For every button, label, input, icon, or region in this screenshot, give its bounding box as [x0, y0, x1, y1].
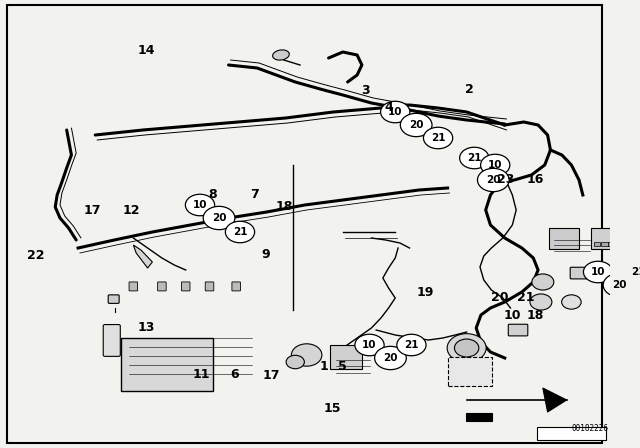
Ellipse shape: [273, 50, 289, 60]
Text: 20: 20: [409, 120, 424, 130]
Circle shape: [562, 295, 581, 309]
FancyBboxPatch shape: [466, 413, 492, 421]
Text: 18: 18: [527, 309, 544, 323]
FancyBboxPatch shape: [157, 282, 166, 291]
Text: 15: 15: [323, 402, 341, 415]
Circle shape: [454, 339, 479, 357]
FancyBboxPatch shape: [108, 295, 119, 303]
Text: 20: 20: [612, 280, 627, 290]
Text: 10: 10: [591, 267, 605, 277]
Text: 10: 10: [488, 160, 502, 170]
Polygon shape: [543, 388, 566, 412]
Text: 21: 21: [516, 291, 534, 305]
Text: 17: 17: [84, 204, 101, 217]
Text: 7: 7: [250, 188, 259, 202]
Text: 10: 10: [362, 340, 377, 350]
Text: 21: 21: [233, 227, 247, 237]
FancyBboxPatch shape: [129, 282, 138, 291]
Text: 23: 23: [497, 172, 515, 186]
Text: 20: 20: [212, 213, 227, 223]
Circle shape: [481, 154, 510, 176]
Circle shape: [477, 168, 509, 192]
FancyBboxPatch shape: [182, 282, 190, 291]
FancyBboxPatch shape: [508, 324, 528, 336]
Circle shape: [460, 147, 489, 169]
Text: 1: 1: [320, 360, 328, 373]
Circle shape: [584, 261, 612, 283]
Circle shape: [424, 127, 452, 149]
FancyBboxPatch shape: [121, 338, 213, 392]
Text: 3: 3: [362, 84, 370, 97]
Circle shape: [186, 194, 214, 216]
FancyBboxPatch shape: [103, 324, 120, 356]
Text: 20: 20: [383, 353, 397, 363]
Text: 22: 22: [27, 249, 44, 262]
Circle shape: [374, 346, 406, 370]
Circle shape: [203, 207, 235, 230]
FancyBboxPatch shape: [205, 282, 214, 291]
FancyBboxPatch shape: [570, 267, 588, 279]
Text: 10: 10: [193, 200, 207, 210]
Text: 12: 12: [122, 204, 140, 217]
Text: 20: 20: [486, 175, 500, 185]
Text: 21: 21: [431, 133, 445, 143]
Text: 21: 21: [631, 267, 640, 277]
Text: 00182226: 00182226: [572, 423, 609, 432]
Circle shape: [291, 344, 322, 366]
Text: 17: 17: [262, 369, 280, 382]
FancyBboxPatch shape: [549, 228, 579, 249]
Circle shape: [286, 355, 305, 369]
Circle shape: [623, 261, 640, 283]
Circle shape: [401, 113, 432, 137]
Text: 21: 21: [404, 340, 419, 350]
Circle shape: [381, 101, 410, 123]
Text: 9: 9: [261, 248, 270, 261]
Text: 14: 14: [138, 43, 155, 57]
Circle shape: [603, 273, 635, 297]
Text: 19: 19: [417, 285, 434, 299]
Text: 10: 10: [388, 107, 403, 117]
Text: 10: 10: [503, 309, 521, 323]
Text: 8: 8: [208, 188, 216, 202]
Circle shape: [397, 334, 426, 356]
FancyBboxPatch shape: [594, 242, 600, 246]
Circle shape: [225, 221, 255, 243]
Text: 4: 4: [385, 101, 393, 114]
FancyBboxPatch shape: [232, 282, 241, 291]
Polygon shape: [133, 245, 152, 268]
Text: 13: 13: [138, 320, 155, 334]
Circle shape: [355, 334, 384, 356]
Text: 16: 16: [527, 172, 544, 186]
FancyBboxPatch shape: [608, 242, 615, 246]
Text: 11: 11: [193, 367, 210, 381]
Text: 5: 5: [338, 360, 347, 373]
Circle shape: [447, 334, 486, 362]
FancyBboxPatch shape: [601, 242, 607, 246]
FancyBboxPatch shape: [591, 228, 619, 249]
Circle shape: [530, 294, 552, 310]
Text: 2: 2: [465, 83, 474, 96]
Circle shape: [532, 274, 554, 290]
Text: 18: 18: [275, 200, 292, 214]
Text: 6: 6: [230, 367, 239, 381]
FancyBboxPatch shape: [330, 345, 362, 369]
Text: 20: 20: [491, 291, 509, 305]
FancyBboxPatch shape: [538, 427, 605, 439]
FancyBboxPatch shape: [448, 357, 492, 386]
Text: 21: 21: [467, 153, 481, 163]
